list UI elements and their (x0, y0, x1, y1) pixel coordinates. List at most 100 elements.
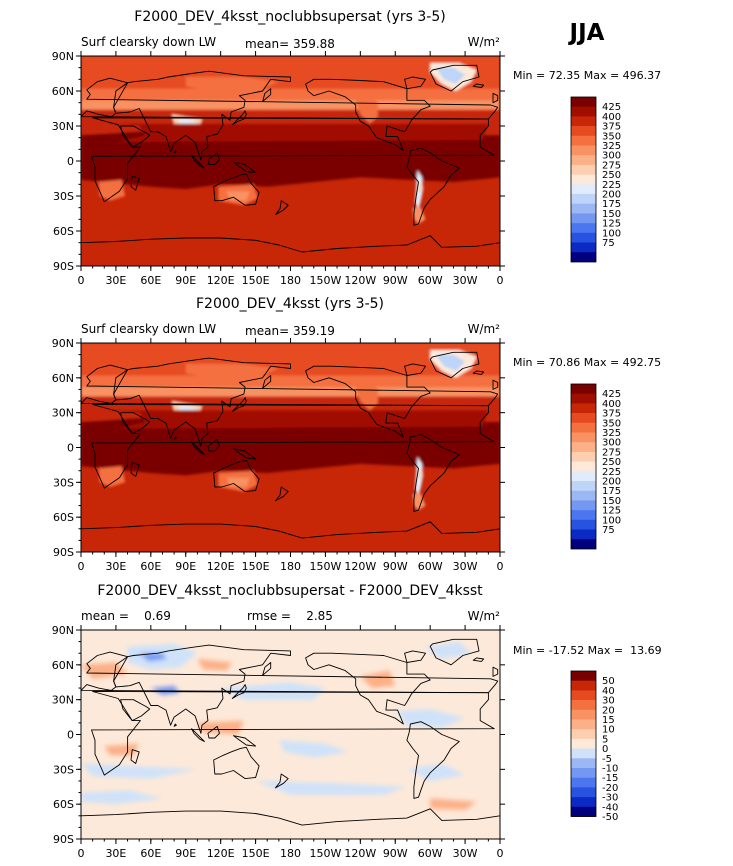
y-tick-label: 90S (53, 833, 74, 846)
coastline-namerica (305, 652, 431, 725)
x-tick-label: 120E (207, 560, 235, 573)
colorbar-label: -20 (602, 783, 618, 794)
coastline-madagascar-east (173, 436, 177, 440)
colorbar-label: 350 (602, 131, 621, 142)
negative-anomaly-8 (278, 740, 349, 758)
nh-band-3 (81, 109, 500, 120)
coastline-japan (231, 110, 247, 126)
panel-3: F2000_DEV_4ksst_noclubbsupersat - F2000_… (52, 583, 662, 860)
colorbar-box (571, 252, 596, 263)
colorbar-box (571, 413, 596, 424)
coastline-uk (492, 379, 499, 390)
colorbar-label: 100 (602, 228, 621, 239)
colorbar-label: 250 (602, 170, 621, 181)
colorbar-label: -10 (602, 764, 618, 775)
coastline-asia (113, 70, 291, 161)
panel-2-map (81, 343, 500, 552)
colorbar-box (571, 787, 596, 798)
x-tick-label: 60E (140, 847, 161, 860)
coastline-europe (81, 651, 499, 694)
colorbar-box (571, 203, 596, 214)
coastline-samerica (406, 147, 460, 226)
colorbar-box (571, 155, 596, 166)
coastline-newguinea (233, 448, 257, 460)
x-tick-label: 30E (105, 560, 126, 573)
negative-anomaly-3 (395, 709, 466, 728)
x-tick-label: 90W (383, 847, 408, 860)
south-africa-field (98, 466, 126, 487)
coastline-kamchatka (262, 375, 272, 389)
colorbar-box (571, 797, 596, 808)
colorbar-box (571, 135, 596, 146)
x-tick-label: 90E (175, 274, 196, 287)
colorbar-label: 325 (602, 141, 621, 152)
y-tick-label: 90N (52, 624, 74, 637)
colorbar-box (571, 97, 596, 107)
colorbar-box (571, 422, 596, 433)
y-tick-label: 30N (52, 694, 74, 707)
australia-core-field (226, 477, 250, 487)
panel-1-colorbar: 4254003753503253002752502252001751501251… (570, 96, 621, 263)
coastline-arabia (120, 699, 151, 722)
colorbar-box (571, 384, 596, 394)
coastline-greenland (429, 64, 480, 92)
coastline-baffin (404, 76, 426, 90)
colorbar-box (571, 174, 596, 185)
colorbar-frame (570, 96, 597, 263)
y-tick-label: 30S (53, 763, 74, 776)
positive-anomaly-1 (197, 659, 233, 671)
coastline-madagascar (130, 749, 140, 764)
panel-2: F2000_DEV_4ksst (yrs 3-5) Surf clearsky … (52, 296, 661, 573)
greenland-core-field (436, 67, 466, 84)
colorbar-label: 400 (602, 399, 621, 410)
coastline-antarctica (81, 808, 500, 839)
x-tick-label: 120W (344, 274, 376, 287)
colorbar-label: 250 (602, 457, 621, 468)
coastline-newguinea (233, 161, 257, 174)
altiplano-field (418, 182, 422, 194)
colorbar-box (571, 213, 596, 224)
colorbar-box (571, 106, 596, 117)
y-tick-label: 90S (53, 546, 74, 559)
y-tick-label: 0 (67, 155, 74, 168)
coastline-australia (213, 173, 260, 206)
patagonia-field (412, 493, 426, 511)
coastline-japan (231, 684, 247, 699)
x-tick-label: 120W (344, 560, 376, 573)
colorbar-label: -40 (602, 802, 618, 813)
colorbar-box (571, 539, 596, 550)
x-tick-label: 90W (383, 274, 408, 287)
x-tick-label: 0 (497, 847, 504, 860)
colorbar-box (571, 145, 596, 156)
coastline-borneo (207, 438, 220, 452)
colorbar-label: 350 (602, 418, 621, 429)
coastline-iceland (472, 83, 485, 88)
colorbar-label: 150 (602, 496, 621, 507)
colorbar-box (571, 393, 596, 404)
x-tick-label: 60E (140, 274, 161, 287)
coastline-newzealand (274, 200, 289, 216)
colorbar-box (571, 690, 596, 701)
colorbar-box (571, 481, 596, 491)
x-tick-label: 90W (383, 560, 408, 573)
panel-3-title: F2000_DEV_4ksst_noclubbsupersat - F2000_… (97, 583, 483, 599)
negative-anomaly-5 (255, 780, 407, 795)
x-tick-label: 30W (453, 560, 478, 573)
colorbar-label: -50 (602, 812, 618, 823)
siberia-field (185, 77, 279, 91)
australia-core-field (226, 191, 250, 201)
x-tick-label: 0 (78, 560, 85, 573)
x-tick-label: 150E (242, 274, 270, 287)
x-tick-label: 30E (105, 847, 126, 860)
colorbar-box (571, 680, 596, 691)
rockies-field (354, 377, 378, 411)
strong-negative-anomaly-1 (150, 685, 180, 695)
colorbar-label: 225 (602, 467, 621, 478)
colorbar-box (571, 738, 596, 749)
x-tick-label: 90E (175, 560, 196, 573)
y-tick-label: 30S (53, 476, 74, 489)
x-tick-label: 0 (78, 274, 85, 287)
x-tick-label: 0 (497, 274, 504, 287)
panel-1-left-string: Surf clearsky down LW (81, 35, 216, 49)
x-tick-label: 120E (207, 847, 235, 860)
